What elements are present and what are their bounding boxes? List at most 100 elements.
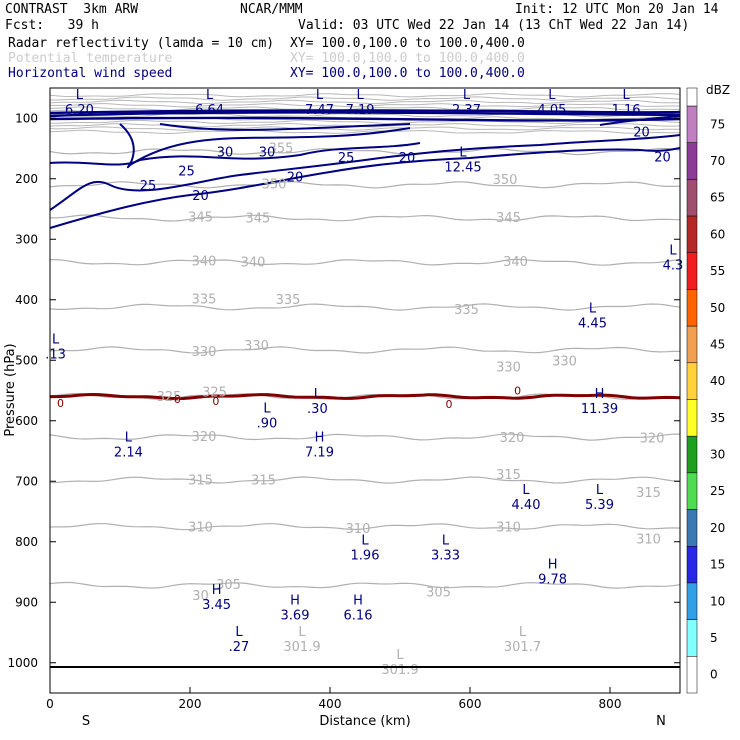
colorbar-label: 15: [710, 558, 725, 572]
experiment-title: CONTRAST 3km ARW: [5, 2, 139, 17]
colorbar-swatch: [686, 142, 698, 180]
extremum-value: 301.9: [381, 663, 418, 678]
upper-theta-line: [49, 93, 681, 98]
extremum-value: 7.19: [305, 446, 334, 461]
colorbar-top: [686, 87, 698, 107]
extremum-kind: L: [519, 625, 527, 640]
extremum-kind: H: [548, 558, 558, 573]
freezing-label: 0: [514, 384, 521, 397]
theta-contour-305: [49, 581, 681, 589]
wind-contour: [49, 109, 681, 115]
extremum-value: 9.78: [538, 573, 567, 588]
colorbar-label: 45: [710, 337, 725, 351]
theta-label: 345: [245, 211, 270, 226]
theta-contour-320: [49, 433, 680, 441]
extremum-value: 6.20: [65, 103, 94, 118]
wind-label: 25: [178, 164, 195, 179]
colorbar-label: 25: [710, 484, 725, 498]
extremum-value: 12.45: [444, 161, 481, 176]
theta-label: 345: [188, 210, 213, 225]
theta-contour-340: [50, 258, 681, 266]
wind-contour: [49, 147, 681, 229]
theta-label: 355: [269, 141, 294, 156]
extrema-markers: L6.20L6.64L7.47L7.19L2.37L4.05L1.16L12.4…: [45, 88, 683, 678]
extremum-kind: L: [669, 244, 677, 259]
y-tick-label: 100: [15, 111, 38, 125]
field3-xy: XY= 100.0,100.0 to 100.0,400.0: [290, 66, 525, 81]
upper-theta-line: [49, 106, 680, 111]
upper-theta-line: [50, 96, 681, 101]
x-tick-label: 600: [459, 697, 482, 711]
field1-xy: XY= 100.0,100.0 to 100.0,400.0: [290, 36, 525, 51]
theta-label: 315: [496, 468, 521, 483]
extremum-kind: L: [235, 625, 243, 640]
upper-theta-line: [50, 103, 680, 108]
extremum-kind: L: [396, 648, 404, 663]
valid-time: Valid: 03 UTC Wed 22 Jan 14 (13 ChT Wed …: [298, 18, 690, 33]
extremum-kind: L: [52, 333, 60, 348]
theta-contour-350: [49, 181, 681, 189]
extremum-value: 4.40: [512, 498, 541, 513]
wind-contour: [49, 116, 681, 122]
upper-theta-band: [49, 93, 681, 135]
colorbar-label: 5: [710, 631, 718, 645]
extremum-kind: L: [589, 302, 597, 317]
freezing-label: 0: [446, 398, 453, 411]
colorbar-swatch: [686, 656, 698, 694]
upper-theta-line: [49, 119, 681, 125]
colorbar-label: 0: [710, 668, 718, 682]
extremum-value: 4.05: [537, 103, 566, 118]
wind-contour: [599, 115, 681, 126]
extremum-kind: L: [442, 533, 450, 548]
extremum-kind: H: [315, 431, 325, 446]
extremum-value: 11.39: [581, 402, 618, 417]
extremum-value: 3.69: [281, 608, 310, 623]
theta-label: 320: [192, 430, 217, 445]
colorbar-swatch: [686, 509, 698, 547]
plot-frame: [49, 87, 681, 694]
x-axis-label: Distance (km): [319, 714, 410, 729]
theta-label: 325: [157, 390, 182, 405]
colorbar-label: 70: [710, 154, 725, 168]
extremum-kind: H: [290, 593, 300, 608]
colorbar-swatch: [686, 252, 698, 290]
colorbar-label: 35: [710, 411, 725, 425]
extremum-kind: L: [522, 483, 530, 498]
wind-contour: [119, 123, 411, 169]
y-tick-label: 500: [15, 353, 38, 367]
colorbar-swatch: [686, 619, 698, 657]
y-tick-label: 800: [15, 535, 38, 549]
wind-contour: [49, 134, 681, 211]
x-tick-label: 0: [46, 697, 54, 711]
colorbar-label: 65: [710, 191, 725, 205]
x-tick-label: 800: [599, 697, 622, 711]
freezing-label: 0: [174, 393, 181, 406]
wind-label: 20: [399, 151, 416, 166]
theta-label: 330: [192, 345, 217, 360]
field2-xy: XY= 100.0,100.0 to 100.0,400.0: [290, 51, 525, 66]
extremum-kind: L: [298, 625, 306, 640]
colorbar-label: 40: [710, 374, 725, 388]
theta-contour-310: [50, 522, 681, 531]
colorbar-swatch: [686, 582, 698, 620]
extremum-value: 5.39: [585, 498, 614, 513]
theta-label: 335: [192, 293, 217, 308]
theta-contour-330: [49, 346, 681, 354]
extremum-kind: L: [263, 402, 271, 417]
extremum-value: .30: [307, 402, 328, 417]
theta-label: 340: [503, 255, 528, 270]
extremum-kind: L: [76, 88, 84, 103]
colorbar-label: 10: [710, 594, 725, 608]
colorbar-label: 60: [710, 227, 725, 241]
extremum-value: 301.7: [504, 640, 541, 655]
y-tick-label: 200: [15, 172, 38, 186]
theta-label: 340: [241, 256, 266, 271]
extremum-value: 7.47: [305, 103, 334, 118]
y-tick-label: 300: [15, 232, 38, 246]
extremum-kind: L: [356, 88, 364, 103]
theta-label: 330: [496, 360, 521, 375]
extremum-kind: L: [596, 483, 604, 498]
y-tick-label: 400: [15, 293, 38, 307]
y-tick-label: 600: [15, 414, 38, 428]
